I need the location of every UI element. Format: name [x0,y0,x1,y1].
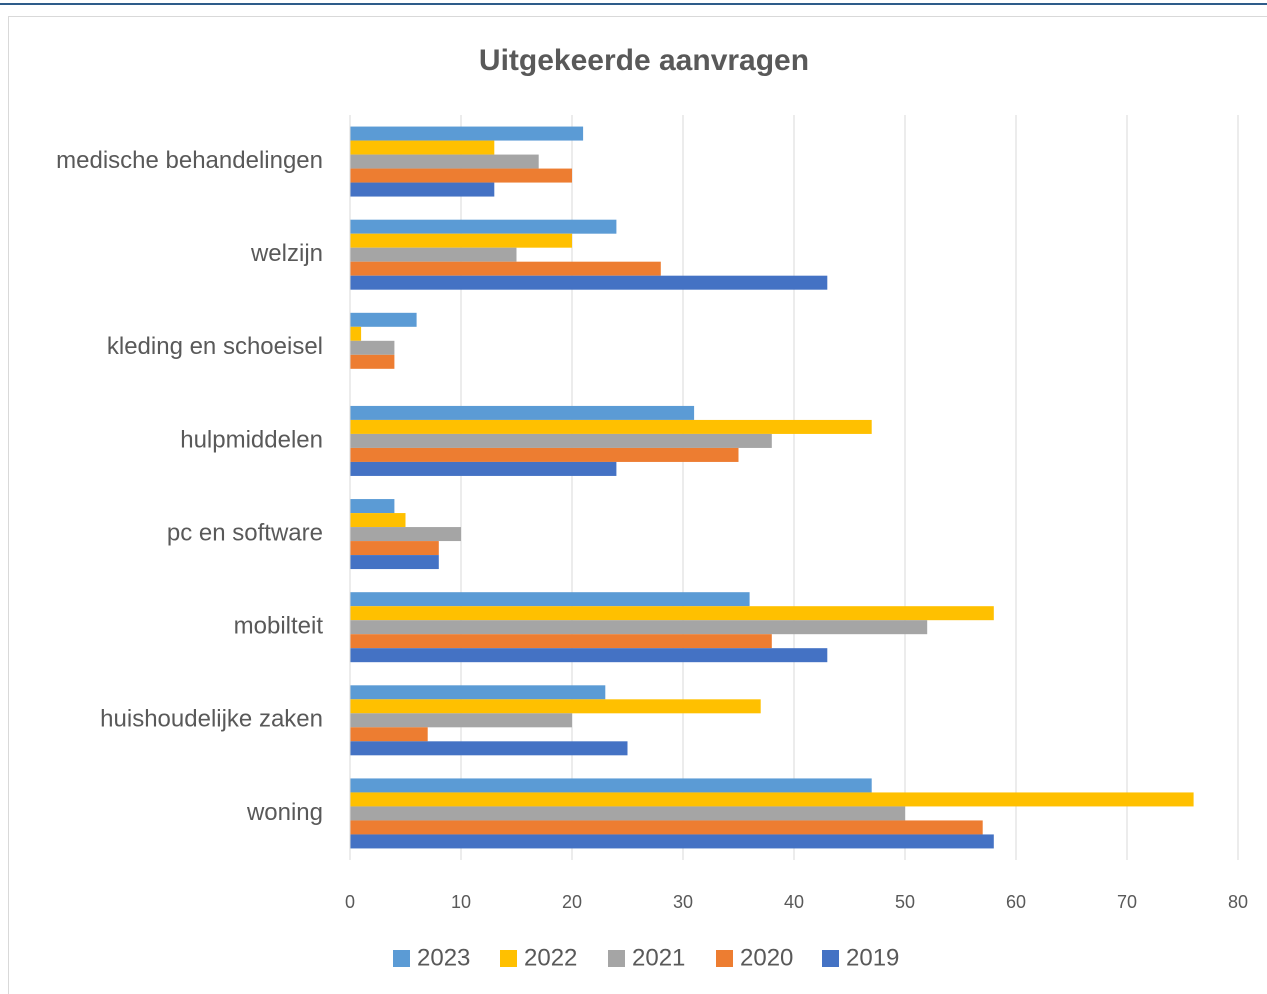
bar [350,727,428,742]
bar [350,247,517,262]
x-tick-label: 80 [1228,892,1248,912]
bar [350,527,461,542]
x-tick-label: 60 [1006,892,1026,912]
x-tick-label: 40 [784,892,804,912]
y-tick-label: medische behandelingen [56,147,323,174]
legend-swatch [822,950,839,967]
legend-swatch [393,950,410,967]
bar [350,419,872,434]
bar [350,820,983,835]
bar [350,233,572,248]
bar [350,699,761,714]
chart-frame [8,16,1267,994]
bar [350,326,362,341]
bar [350,140,495,155]
legend-label: 2019 [846,944,899,971]
bar [350,541,439,556]
bar [350,433,772,448]
bar [350,834,994,849]
bar [350,555,439,570]
bar [350,592,750,607]
x-tick-label: 50 [895,892,915,912]
bar [350,606,994,621]
legend-label: 2021 [632,944,685,971]
legend-swatch [716,950,733,967]
bar [350,340,395,355]
bar [350,275,828,290]
y-tick-label: pc en software [167,519,323,546]
bar [350,778,872,793]
bar [350,261,661,276]
bar [350,741,628,756]
bar [350,648,828,663]
x-tick-label: 70 [1117,892,1137,912]
bar [350,126,584,141]
bar [350,168,572,183]
bar [350,713,572,728]
bar [350,447,739,462]
y-tick-label: mobilteit [234,613,324,640]
y-tick-label: kleding en schoeisel [107,333,323,360]
bar [350,219,617,234]
bar [350,685,606,700]
legend-label: 2023 [417,944,470,971]
bar [350,312,417,327]
x-tick-label: 10 [451,892,471,912]
legend-swatch [500,950,517,967]
bar [350,513,406,528]
x-tick-label: 30 [673,892,693,912]
bar [350,792,1194,807]
y-tick-label: welzijn [250,240,323,267]
x-tick-label: 0 [345,892,355,912]
bar [350,154,539,169]
bar [350,405,695,420]
x-tick-label: 20 [562,892,582,912]
y-tick-label: woning [246,799,323,826]
bar [350,634,772,649]
legend-label: 2020 [740,944,793,971]
bar [350,620,928,635]
y-tick-label: hulpmiddelen [180,426,323,453]
bar [350,806,905,821]
legend-swatch [608,950,625,967]
y-tick-label: huishoudelijke zaken [100,706,323,733]
bar [350,499,395,514]
bar [350,354,395,369]
chart-title: Uitgekeerde aanvragen [479,44,809,77]
bar [350,182,495,197]
legend-label: 2022 [524,944,577,971]
bar [350,461,617,476]
